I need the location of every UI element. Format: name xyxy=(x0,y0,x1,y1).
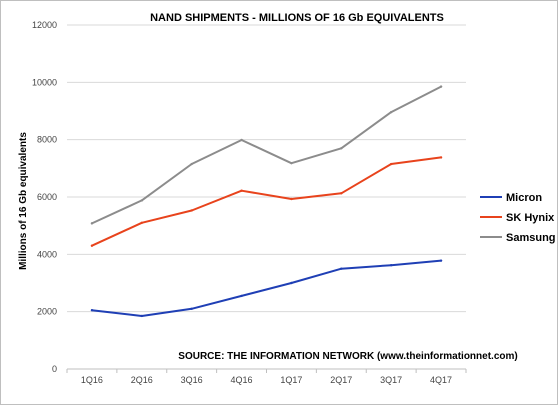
series-lines xyxy=(90,85,443,318)
data-point-samsung xyxy=(190,162,193,166)
y-tick-label: 0 xyxy=(52,364,57,374)
data-point-micron xyxy=(140,314,144,318)
y-axis-label: Millions of 16 Gb equivalents xyxy=(18,132,29,270)
data-point-samsung xyxy=(240,138,243,142)
axes xyxy=(66,368,467,373)
legend: Micron SK Hynix Samsung xyxy=(480,192,556,244)
data-point-sk-hynix xyxy=(389,162,393,166)
x-tick-label: 1Q16 xyxy=(81,375,103,385)
source-annotation: SOURCE: THE INFORMATION NETWORK (www.the… xyxy=(178,351,517,362)
data-point-samsung xyxy=(290,161,293,165)
y-tick-label: 10000 xyxy=(32,77,57,87)
data-point-micron xyxy=(389,264,393,267)
gridlines xyxy=(67,24,466,313)
data-point-samsung xyxy=(90,222,94,225)
x-tick-label: 2Q16 xyxy=(131,375,153,385)
y-tick-label: 4000 xyxy=(37,249,57,259)
x-tick-label: 3Q17 xyxy=(380,375,402,385)
data-point-sk-hynix xyxy=(140,221,144,224)
series-line-samsung xyxy=(90,85,443,225)
series-line-sk-hynix xyxy=(90,156,443,247)
data-point-micron xyxy=(240,294,243,298)
data-point-samsung xyxy=(140,199,144,202)
data-point-samsung xyxy=(389,110,393,114)
legend-label-micron: Micron xyxy=(506,192,542,204)
data-point-micron xyxy=(340,267,343,270)
data-point-micron xyxy=(90,309,94,312)
y-tick-label: 8000 xyxy=(37,135,57,145)
x-tick-label: 4Q16 xyxy=(231,375,253,385)
data-point-samsung xyxy=(340,147,343,150)
series-line-micron xyxy=(90,259,443,317)
x-tick-label: 1Q17 xyxy=(280,375,302,385)
data-point-micron xyxy=(290,281,293,285)
legend-label-sk-hynix: SK Hynix xyxy=(506,212,555,224)
data-point-sk-hynix xyxy=(190,209,193,212)
y-tick-label: 6000 xyxy=(37,192,57,202)
data-point-sk-hynix xyxy=(240,189,243,192)
data-point-sk-hynix xyxy=(340,192,343,195)
y-tick-label: 12000 xyxy=(32,20,57,30)
y-tick-label: 2000 xyxy=(37,307,57,317)
data-point-micron xyxy=(190,307,193,310)
data-point-micron xyxy=(439,259,443,262)
data-point-samsung xyxy=(439,85,443,88)
x-tick-label: 3Q16 xyxy=(181,375,203,385)
data-point-sk-hynix xyxy=(290,197,293,201)
data-point-sk-hynix xyxy=(90,244,94,247)
x-tick-label: 4Q17 xyxy=(430,375,452,385)
x-tick-label: 2Q17 xyxy=(330,375,352,385)
data-point-sk-hynix xyxy=(439,156,443,159)
legend-label-samsung: Samsung xyxy=(506,232,556,244)
chart-title: NAND SHIPMENTS - MILLIONS OF 16 Gb EQUIV… xyxy=(150,12,444,24)
tick-labels: 0 2000 4000 6000 8000 10000 12000 1Q16 2Q16 3Q16 4… xyxy=(32,20,452,385)
